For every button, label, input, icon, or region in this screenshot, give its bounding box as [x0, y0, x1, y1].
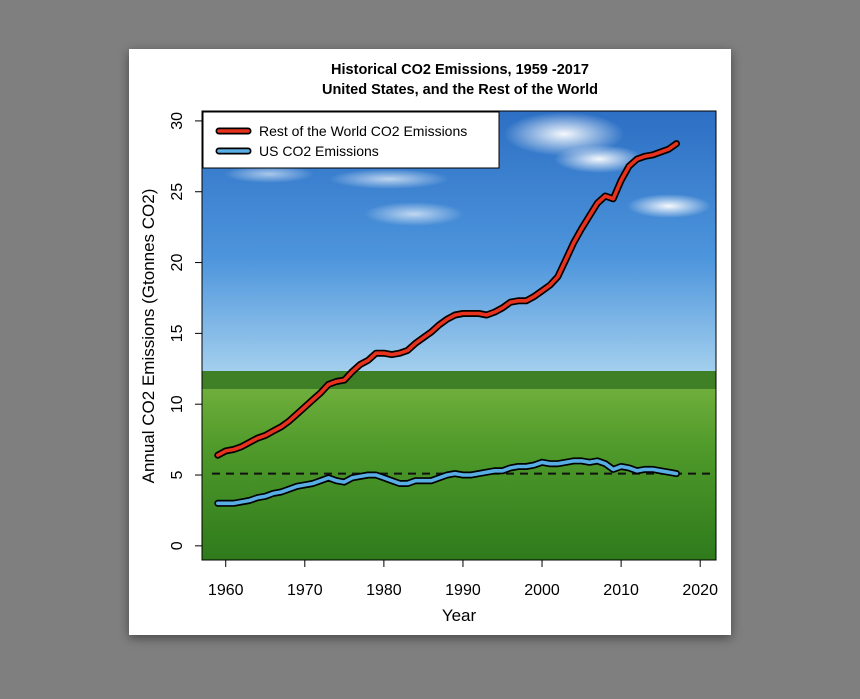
legend: Rest of the World CO2 Emissions US CO2 E…	[202, 111, 500, 169]
x-tick-label-6: 2020	[682, 582, 718, 599]
y-tick-label-2: 10	[169, 395, 186, 413]
y-tick-label-0: 0	[169, 541, 186, 550]
x-tick-label-2: 1980	[366, 582, 402, 599]
x-axis-label: Year	[442, 606, 477, 625]
x-tick-label-3: 1990	[445, 582, 481, 599]
y-tick-label-4: 20	[169, 254, 186, 272]
y-axis: 0 5 10 15 20 25 30	[169, 112, 203, 550]
series-line-0	[216, 141, 679, 458]
legend-box	[202, 111, 500, 169]
y-tick-label-6: 30	[169, 112, 186, 130]
co2-emissions-line-chart: Historical CO2 Emissions, 1959 -2017 Uni…	[139, 62, 718, 625]
legend-label-us: US CO2 Emissions	[259, 143, 379, 159]
y-axis-label: Annual CO2 Emissions (Gtonnes CO2)	[139, 189, 158, 484]
series-line-1	[216, 459, 679, 506]
y-tick-label-5: 25	[169, 183, 186, 201]
chart-title: Historical CO2 Emissions, 1959 -2017	[331, 62, 589, 78]
x-tick-label-0: 1960	[208, 582, 244, 599]
x-axis: 1960 1970 1980 1990 2000 2010 2020	[208, 559, 718, 599]
legend-label-world: Rest of the World CO2 Emissions	[259, 123, 467, 139]
x-tick-label-4: 2000	[524, 582, 560, 599]
y-tick-label-3: 15	[169, 324, 186, 342]
x-tick-label-1: 1970	[287, 582, 323, 599]
x-tick-label-5: 2010	[603, 582, 639, 599]
chart-subtitle: United States, and the Rest of the World	[322, 82, 598, 98]
y-tick-label-1: 5	[169, 470, 186, 479]
chart-card: Historical CO2 Emissions, 1959 -2017 Uni…	[129, 49, 731, 635]
